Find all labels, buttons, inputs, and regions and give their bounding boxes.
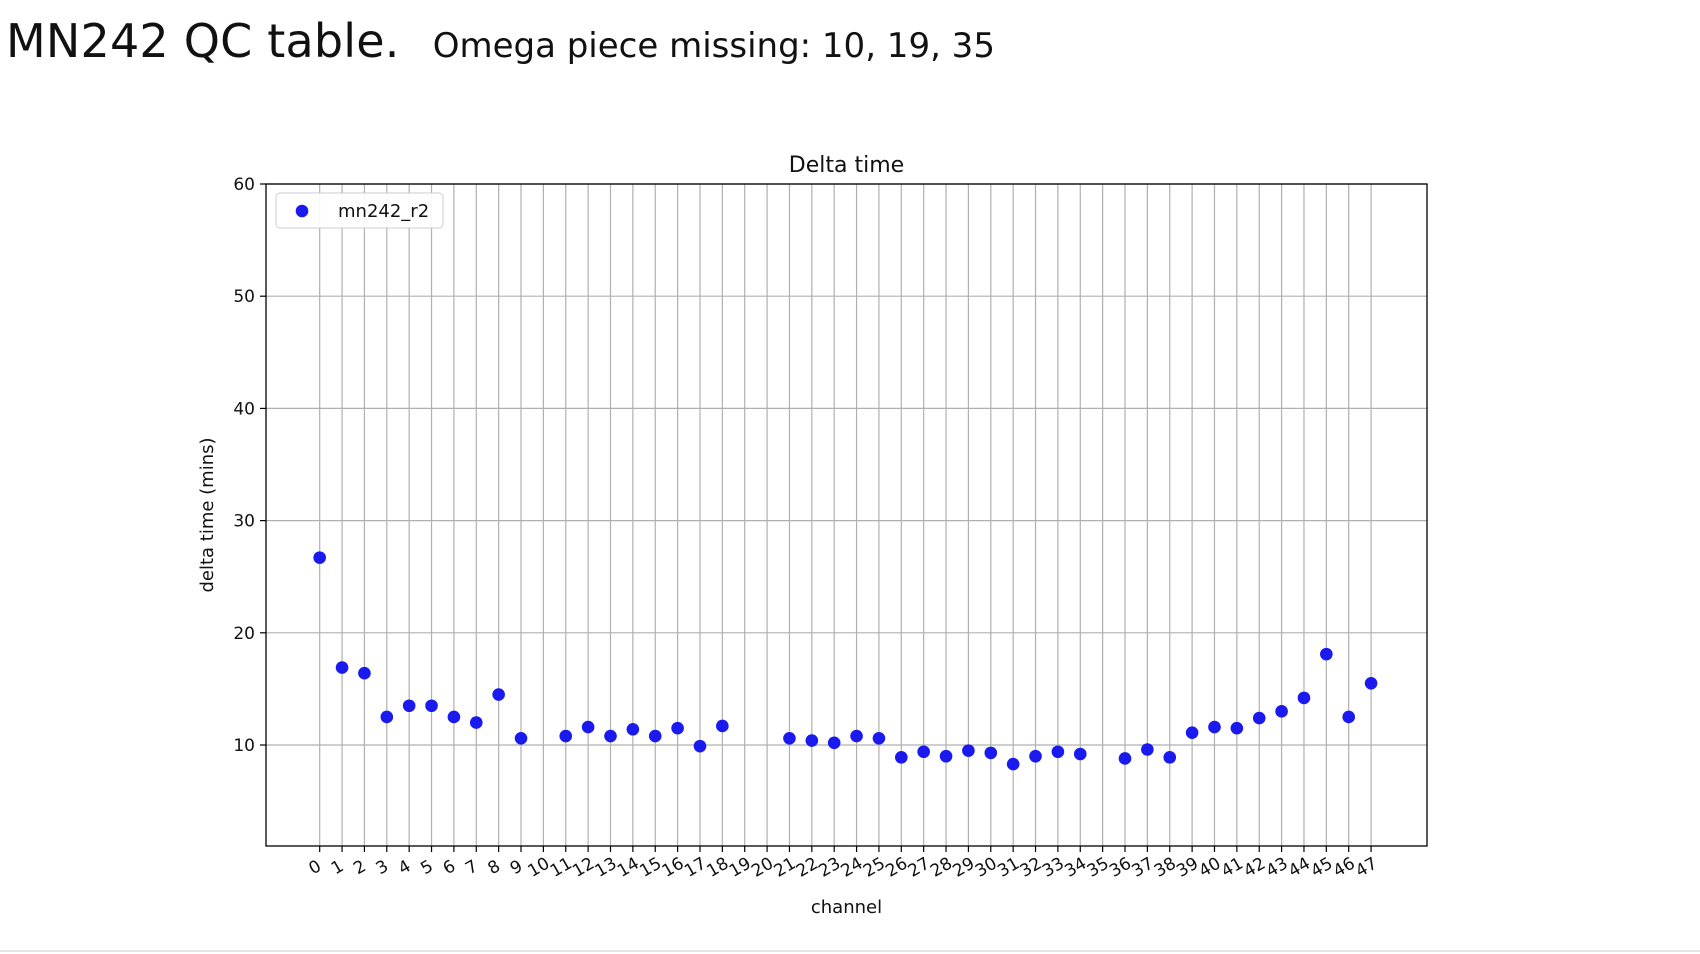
data-point xyxy=(380,710,394,724)
data-point xyxy=(1051,745,1065,759)
y-tick-label: 10 xyxy=(233,736,255,756)
x-tick-label: 1 xyxy=(328,856,347,879)
data-point xyxy=(895,751,908,764)
plot-frame xyxy=(265,183,1428,847)
data-point xyxy=(313,551,326,564)
y-tick-label: 30 xyxy=(233,512,255,532)
x-tick-label: 3 xyxy=(373,856,392,879)
data-point xyxy=(1185,726,1199,739)
data-point xyxy=(447,710,461,724)
slide-bottom-rule xyxy=(0,950,1700,952)
data-point xyxy=(1208,720,1221,734)
data-point xyxy=(1275,705,1288,718)
data-point xyxy=(872,731,886,745)
data-point xyxy=(827,736,841,750)
data-point xyxy=(805,734,819,747)
legend-box xyxy=(275,192,444,229)
data-point xyxy=(1029,749,1042,763)
data-point xyxy=(469,716,483,729)
data-point xyxy=(783,731,796,745)
data-point xyxy=(1006,757,1020,771)
data-point xyxy=(716,719,729,733)
data-point xyxy=(1163,751,1177,764)
data-point xyxy=(1364,677,1378,690)
legend: mn242_r2 xyxy=(275,192,444,229)
data-point xyxy=(1073,747,1087,761)
x-tick-label: 2 xyxy=(350,856,369,879)
y-tick-label: 20 xyxy=(233,624,255,644)
slide-title: MN242 QC table. xyxy=(6,14,400,68)
data-point xyxy=(1118,752,1132,765)
data-point xyxy=(1297,691,1311,705)
data-point xyxy=(1320,647,1333,661)
data-point xyxy=(984,746,998,760)
x-axis-label: channel xyxy=(811,897,882,918)
slide-subtitle: Omega piece missing: 10, 19, 35 xyxy=(432,26,995,66)
x-tick-label: 4 xyxy=(395,856,414,879)
data-point xyxy=(962,744,975,757)
data-point xyxy=(693,739,707,753)
x-tick-label: 5 xyxy=(417,856,436,879)
legend-label: mn242_r2 xyxy=(338,201,429,222)
data-point xyxy=(514,731,528,745)
y-axis-label: delta time (mins) xyxy=(197,437,218,592)
data-point xyxy=(1252,711,1266,725)
slide-header: MN242 QC table. Omega piece missing: 10,… xyxy=(6,14,995,68)
chart-title: Delta time xyxy=(789,153,904,178)
data-point xyxy=(402,699,416,713)
data-point xyxy=(492,688,505,701)
y-tick-label: 60 xyxy=(233,175,255,195)
x-tick-label: 7 xyxy=(462,856,481,879)
data-point xyxy=(1230,721,1244,735)
data-point xyxy=(559,729,573,743)
plot-area xyxy=(266,184,1427,846)
data-point xyxy=(939,749,953,763)
data-point xyxy=(1342,710,1356,724)
x-tick-label: 9 xyxy=(507,856,526,879)
x-tick-label: 0 xyxy=(305,856,324,879)
y-tick-label: 40 xyxy=(233,399,255,419)
data-point xyxy=(425,699,438,713)
y-tick-label: 50 xyxy=(233,287,255,307)
legend-marker xyxy=(295,204,309,218)
data-point xyxy=(850,729,863,743)
data-point xyxy=(917,745,930,759)
x-tick-label: 6 xyxy=(440,856,459,879)
data-point xyxy=(604,729,617,743)
data-point xyxy=(581,720,595,734)
data-point xyxy=(671,721,684,735)
x-tick-label: 47 xyxy=(1352,854,1381,882)
data-point xyxy=(648,729,662,743)
data-point xyxy=(335,661,349,674)
data-point xyxy=(358,666,371,680)
data-point xyxy=(626,723,640,736)
data-point xyxy=(1141,743,1154,756)
x-tick-label: 8 xyxy=(484,856,503,879)
